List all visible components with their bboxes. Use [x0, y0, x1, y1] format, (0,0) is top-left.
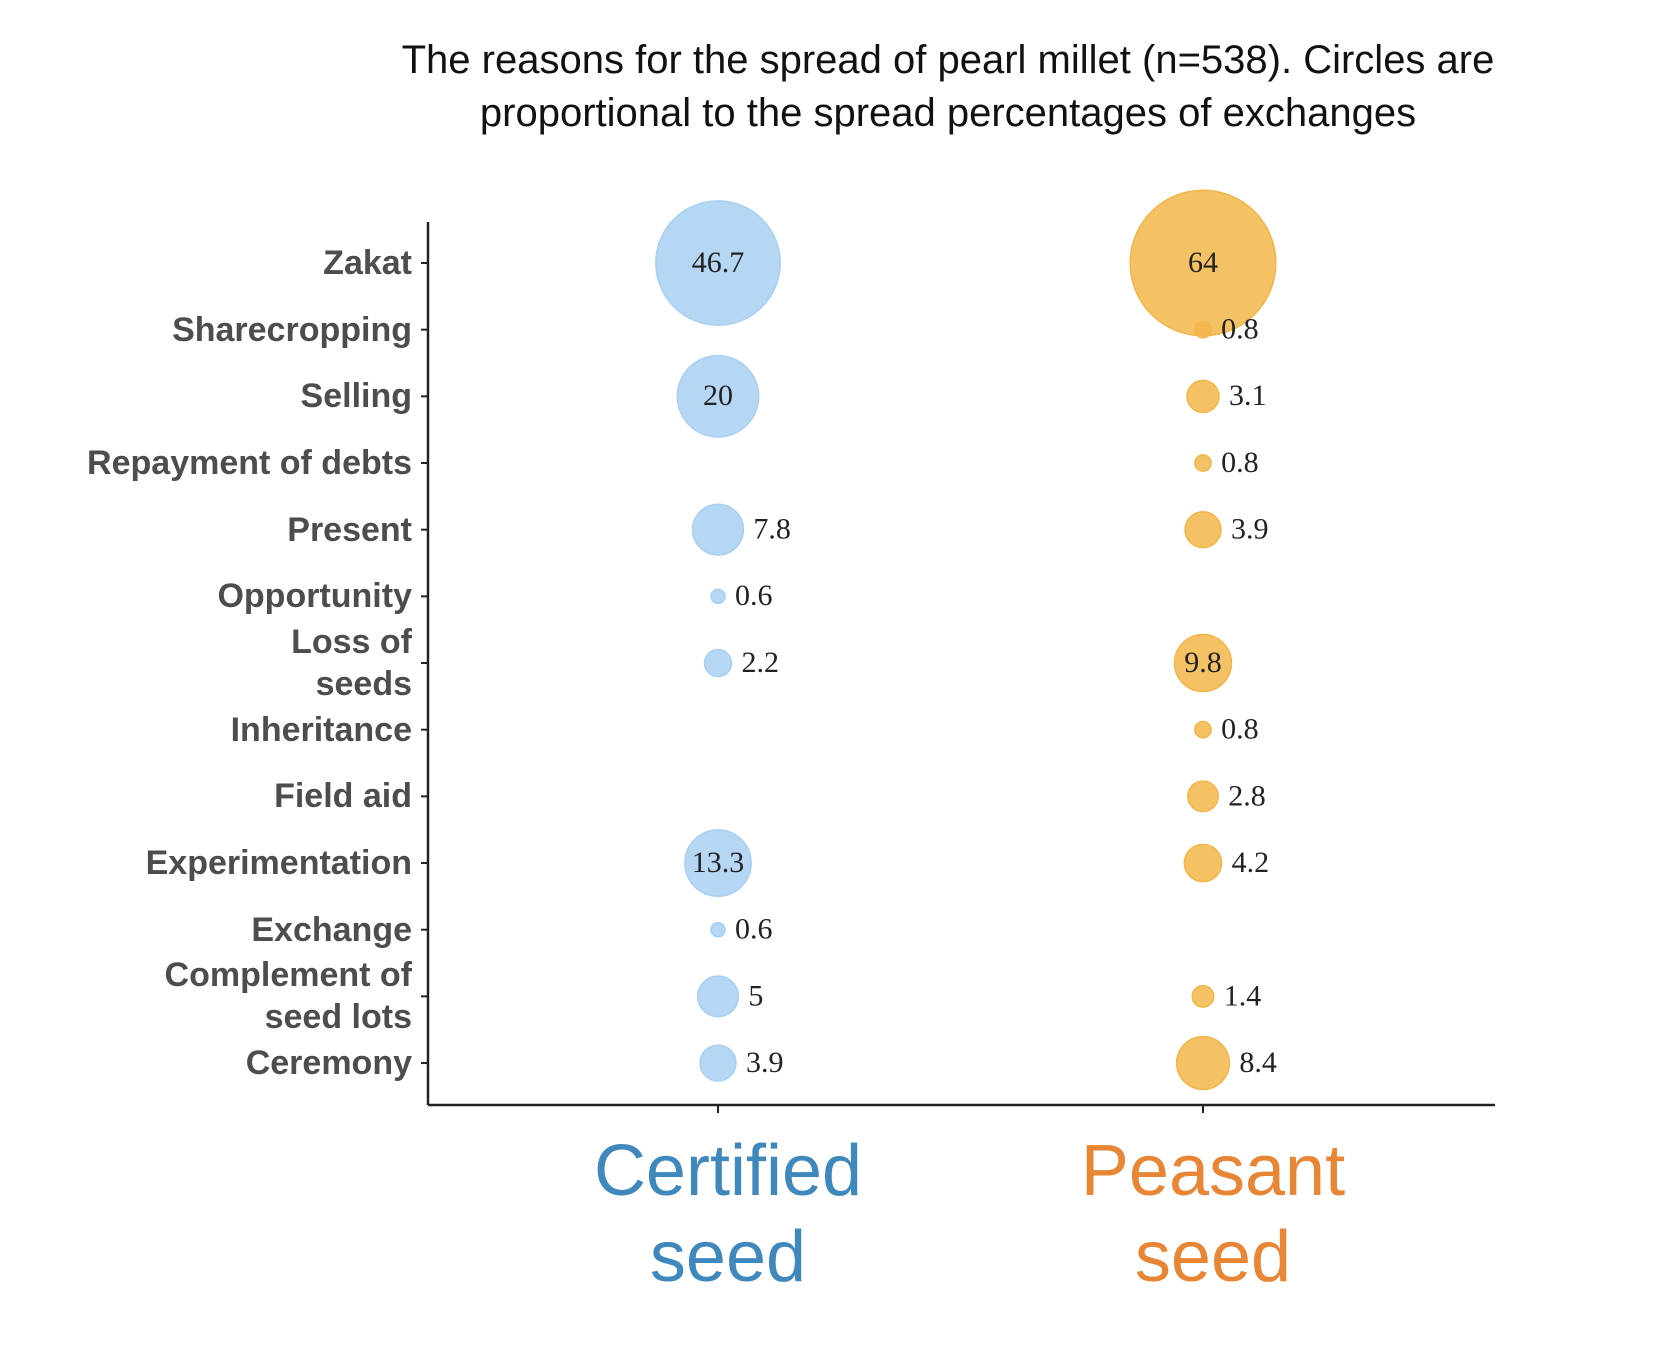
- bubble: [1173, 633, 1233, 693]
- data-label: 2.8: [1228, 779, 1266, 812]
- data-label: 64: [1188, 246, 1218, 279]
- bubble: [1191, 984, 1215, 1008]
- data-label: 4.2: [1232, 846, 1270, 879]
- data-label: 3.9: [746, 1046, 784, 1079]
- data-label: 8.4: [1239, 1046, 1277, 1079]
- data-label: 0.8: [1221, 713, 1259, 746]
- data-label: 0.6: [735, 913, 773, 946]
- bubble: [703, 648, 733, 678]
- bubble: [710, 921, 726, 938]
- bubble: [1194, 320, 1212, 339]
- data-label: 5: [748, 979, 763, 1012]
- bubble: [1194, 454, 1212, 472]
- y-tick-label: Ceremony: [245, 1044, 412, 1083]
- y-tick-label: Selling: [300, 377, 412, 416]
- y-tick-label: Field aid: [274, 777, 412, 816]
- bubble: [1184, 510, 1222, 549]
- bubble: [684, 829, 752, 897]
- y-tick-label: Sharecropping: [172, 310, 412, 349]
- bubble: [699, 1044, 737, 1082]
- bubble: [1183, 843, 1223, 883]
- data-label: 3.9: [1231, 513, 1269, 546]
- data-label: 13.3: [692, 846, 745, 879]
- y-tick-label: Inheritance: [230, 710, 412, 749]
- chart-title: The reasons for the spread of pearl mill…: [401, 38, 1495, 135]
- data-label: 1.4: [1224, 979, 1262, 1012]
- data-label: 7.8: [753, 513, 791, 546]
- data-label: 20: [703, 379, 733, 412]
- y-tick-label: Loss of seeds: [291, 623, 412, 704]
- data-label: 3.1: [1229, 379, 1267, 412]
- bubble: [1186, 379, 1220, 414]
- bubble: [1175, 1035, 1231, 1091]
- y-tick-label: Experimentation: [145, 844, 412, 883]
- data-label: 0.8: [1221, 446, 1259, 479]
- bubble: [691, 503, 745, 556]
- y-tick-label: Complement of seed lots: [164, 956, 412, 1037]
- bubble: [655, 200, 781, 326]
- x-tick-label: Peasant seed: [1080, 1131, 1346, 1297]
- y-tick-label: Zakat: [323, 244, 412, 282]
- x-tick-label: Certified seed: [593, 1131, 863, 1297]
- y-tick-label: Present: [287, 510, 412, 549]
- data-label: 46.7: [692, 246, 745, 279]
- bubble: [1187, 780, 1219, 813]
- y-tick-label: Exchange: [251, 910, 412, 949]
- data-label: 0.6: [735, 579, 773, 612]
- bubble: [676, 354, 760, 438]
- bubble: [710, 588, 726, 605]
- bubble: [1194, 720, 1212, 739]
- bubble: [696, 975, 740, 1018]
- y-tick-label: Repayment of debts: [87, 444, 412, 482]
- data-label: 0.8: [1221, 313, 1259, 346]
- data-label: 9.8: [1184, 646, 1222, 679]
- y-tick-label: Opportunity: [217, 577, 412, 616]
- data-label: 2.2: [741, 646, 779, 679]
